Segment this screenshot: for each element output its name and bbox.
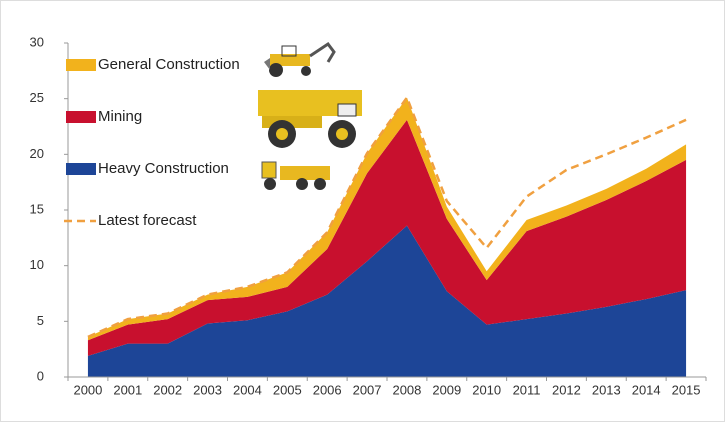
x-tick-label: 2012 — [552, 382, 581, 397]
plot — [88, 98, 686, 377]
legend-swatch — [66, 163, 96, 175]
x-tick-label: 2007 — [353, 382, 382, 397]
x-tick-label: 2002 — [153, 382, 182, 397]
y-tick-label: 15 — [30, 201, 44, 216]
x-tick-label: 2011 — [513, 382, 541, 397]
x-tick-label: 2013 — [592, 382, 621, 397]
y-tick-label: 0 — [37, 368, 44, 383]
dump-truck-icon — [258, 90, 362, 148]
x-tick-label: 2001 — [113, 382, 142, 397]
x-tick-label: 2008 — [392, 382, 421, 397]
x-tick-label: 2004 — [233, 382, 262, 397]
x-tick-label: 2014 — [632, 382, 661, 397]
y-tick-label: 10 — [30, 257, 44, 272]
x-tick-label: 2009 — [432, 382, 461, 397]
x-tick-label: 2010 — [472, 382, 501, 397]
loader-icon — [264, 44, 334, 77]
y-tick-label: 20 — [30, 146, 44, 161]
y-tick-label: 30 — [30, 34, 44, 49]
legend-swatch — [66, 59, 96, 71]
y-tick-label: 25 — [30, 90, 44, 105]
x-tick-label: 2015 — [672, 382, 701, 397]
legend-label: Latest forecast — [98, 212, 197, 229]
x-tick-label: 2005 — [273, 382, 302, 397]
legend-swatch — [66, 111, 96, 123]
x-tick-label: 2006 — [313, 382, 342, 397]
hauler-icon — [262, 162, 330, 190]
x-tick-label: 2003 — [193, 382, 222, 397]
legend-label: Heavy Construction — [98, 160, 229, 177]
y-tick-label: 5 — [37, 313, 44, 328]
legend-label: General Construction — [98, 56, 240, 73]
chart: 0 5 10 15 20 25 30 2000 2001 2002 2003 2004 2005 2006… — [0, 0, 725, 422]
x-tick-label: 2000 — [73, 382, 102, 397]
legend-label: Mining — [98, 108, 142, 125]
